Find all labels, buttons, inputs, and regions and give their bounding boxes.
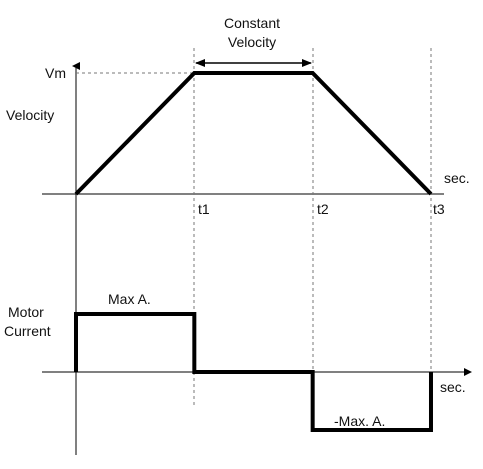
- current-series-line: [74, 312, 433, 432]
- vm-label: Vm: [45, 65, 66, 81]
- constant-velocity-label-2: Velocity: [228, 34, 276, 50]
- max-a-label: Max A.: [108, 291, 151, 307]
- motor-current-label-1: Motor: [8, 304, 44, 320]
- sec-label-bottom: sec.: [440, 379, 466, 395]
- t2-tick-label: t2: [317, 201, 329, 217]
- motor-current-label-2: Current: [4, 323, 51, 339]
- velocity-series-line: [74, 71, 433, 196]
- neg-max-a-label: -Max. A.: [334, 413, 385, 429]
- velocity-axis-label: Velocity: [6, 107, 54, 123]
- sec-label-top: sec.: [444, 170, 470, 186]
- t1-tick-label: t1: [198, 201, 210, 217]
- t3-tick-label: t3: [433, 201, 445, 217]
- constant-velocity-label-1: Constant: [224, 15, 280, 31]
